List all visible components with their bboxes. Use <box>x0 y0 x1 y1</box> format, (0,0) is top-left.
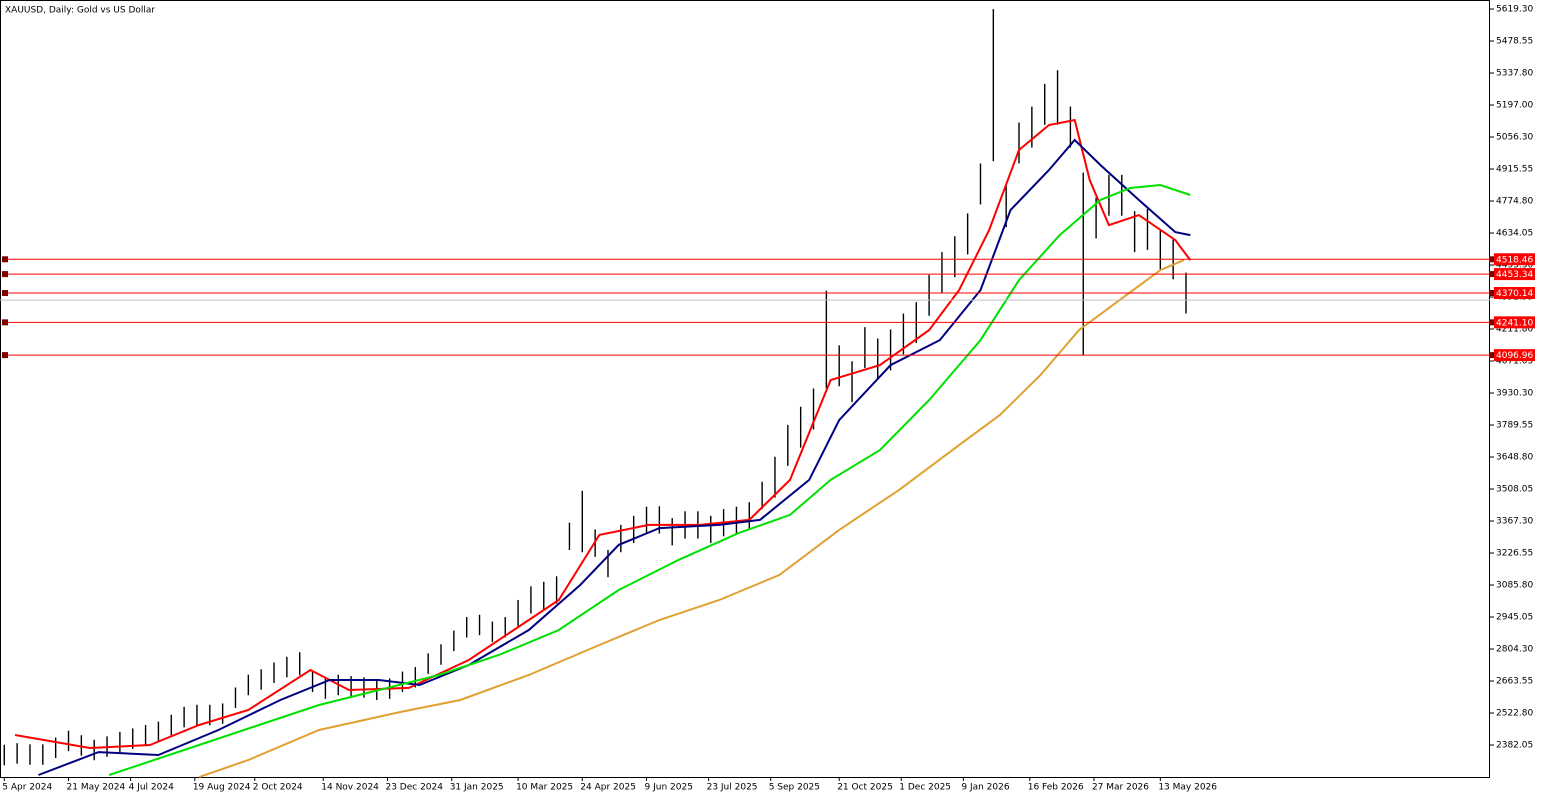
level-label-box <box>1494 316 1535 329</box>
x-tick-label: 1 Dec 2025 <box>899 783 951 793</box>
x-tick-label: 19 Aug 2024 <box>193 783 251 793</box>
level-label: 4518.46 <box>1496 255 1533 265</box>
level-handle <box>1489 256 1495 263</box>
y-tick-label: 2382.05 <box>1496 741 1533 751</box>
x-tick-label: 31 Jan 2025 <box>450 783 504 793</box>
moving-average <box>14 118 1192 750</box>
y-tick-label: 5337.80 <box>1496 69 1533 79</box>
level-handle <box>1489 319 1495 326</box>
level-label-box <box>1494 268 1535 281</box>
x-tick-label: 9 Jan 2026 <box>961 783 1009 793</box>
level-handle <box>2 256 8 263</box>
y-tick-label: 2945.05 <box>1496 613 1533 623</box>
x-tick-label: 27 Mar 2026 <box>1092 783 1149 793</box>
moving-average <box>198 259 1185 779</box>
level-handle <box>1489 352 1495 359</box>
level-handle <box>1489 290 1495 297</box>
y-tick-label: 3226.55 <box>1496 549 1533 559</box>
x-tick-label: 10 Mar 2025 <box>516 783 573 793</box>
level-handle <box>1489 271 1495 278</box>
x-tick-label: 4 Jul 2024 <box>129 783 174 793</box>
x-tick-label: 13 May 2026 <box>1158 783 1217 793</box>
level-handle <box>2 271 8 278</box>
y-tick-label: 2522.80 <box>1496 709 1533 719</box>
level-label-box <box>1494 349 1535 362</box>
y-tick-label: 5056.30 <box>1496 133 1533 143</box>
y-tick-label: 3789.55 <box>1496 421 1533 431</box>
x-tick-label: 5 Sep 2025 <box>769 783 820 793</box>
moving-average <box>38 138 1191 776</box>
level-label: 4370.14 <box>1496 289 1533 299</box>
plot <box>3 9 1192 779</box>
y-tick-label: 5478.55 <box>1496 37 1533 47</box>
chart-title: XAUUSD, Daily: Gold vs US Dollar <box>5 6 155 16</box>
y-tick-label: 4915.55 <box>1496 165 1533 175</box>
x-tick-label: 9 Jun 2025 <box>645 783 693 793</box>
y-tick-label: 2804.30 <box>1496 645 1533 655</box>
y-tick-label: 4211.80 <box>1496 325 1533 335</box>
level-label-box <box>1494 287 1535 300</box>
level-label: 4096.96 <box>1496 351 1533 361</box>
x-tick-label: 16 Feb 2026 <box>1028 783 1084 793</box>
y-tick-label: 4071.05 <box>1496 357 1533 367</box>
x-tick-label: 2 Oct 2024 <box>253 783 303 793</box>
y-tick-label: 4634.05 <box>1496 229 1533 239</box>
level-handle <box>2 319 8 326</box>
level-label-box <box>1494 253 1535 266</box>
levels: 4518.46 4453.34 4370.14 4241.10 4096.96 <box>0 253 1535 362</box>
x-tick-label: 14 Nov 2024 <box>321 783 379 793</box>
y-tick-label: 4774.80 <box>1496 197 1533 207</box>
x-tick-label: 23 Dec 2024 <box>385 783 443 793</box>
level-label: 4453.34 <box>1496 270 1533 280</box>
y-tick-label: 5197.00 <box>1496 101 1533 111</box>
x-tick-label: 21 May 2024 <box>67 783 126 793</box>
y-tick-label: 3648.80 <box>1496 453 1533 463</box>
y-tick-label: 3508.05 <box>1496 485 1533 495</box>
x-tick-label: 23 Jul 2025 <box>707 783 758 793</box>
y-tick-label: 2663.55 <box>1496 677 1533 687</box>
moving-average <box>108 183 1191 776</box>
x-tick-label: 24 Apr 2025 <box>580 783 636 793</box>
y-tick-label: 3367.30 <box>1496 517 1533 527</box>
level-handle <box>2 290 8 297</box>
y-tick-label: 3930.30 <box>1496 389 1533 399</box>
level-label: 4241.10 <box>1496 318 1533 328</box>
level-handle <box>2 352 8 359</box>
x-tick-label: 21 Oct 2025 <box>837 783 893 793</box>
y-tick-label: 4493.30 <box>1496 261 1533 271</box>
plot-frame <box>0 0 1490 778</box>
y-tick-label: 5619.30 <box>1496 5 1533 15</box>
x-tick-label: 5 Apr 2024 <box>2 783 52 793</box>
y-tick-label: 3085.80 <box>1496 581 1533 591</box>
